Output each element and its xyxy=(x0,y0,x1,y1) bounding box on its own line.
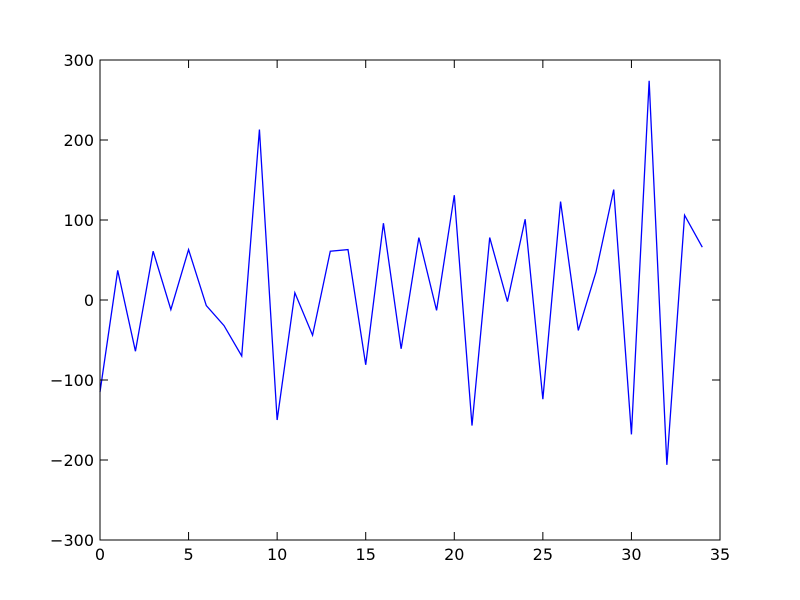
plot-area xyxy=(100,60,720,540)
x-tick-label: 35 xyxy=(710,545,730,564)
y-tick-label: 0 xyxy=(84,291,94,310)
x-tick-label: 15 xyxy=(356,545,376,564)
y-tick-labels: −300 −200 −100 0 100 200 300 xyxy=(50,51,94,550)
series-line xyxy=(99,80,703,465)
y-tick-label: 300 xyxy=(63,51,94,70)
y-tick-label: −300 xyxy=(50,531,94,550)
y-tick-label: 200 xyxy=(63,131,94,150)
x-tick-label: 0 xyxy=(95,545,105,564)
x-tick-label: 25 xyxy=(533,545,553,564)
y-tick-label: −200 xyxy=(50,451,94,470)
x-tick-label: 10 xyxy=(267,545,287,564)
y-tick-label: 100 xyxy=(63,211,94,230)
series-layer xyxy=(99,80,703,465)
plot-frame xyxy=(99,59,721,541)
y-tick-label: −100 xyxy=(50,371,94,390)
x-tick-labels: 0 5 10 15 20 25 30 35 xyxy=(95,545,730,564)
x-tick-label: 5 xyxy=(183,545,193,564)
x-tick-label: 20 xyxy=(444,545,464,564)
x-tick-label: 30 xyxy=(621,545,641,564)
